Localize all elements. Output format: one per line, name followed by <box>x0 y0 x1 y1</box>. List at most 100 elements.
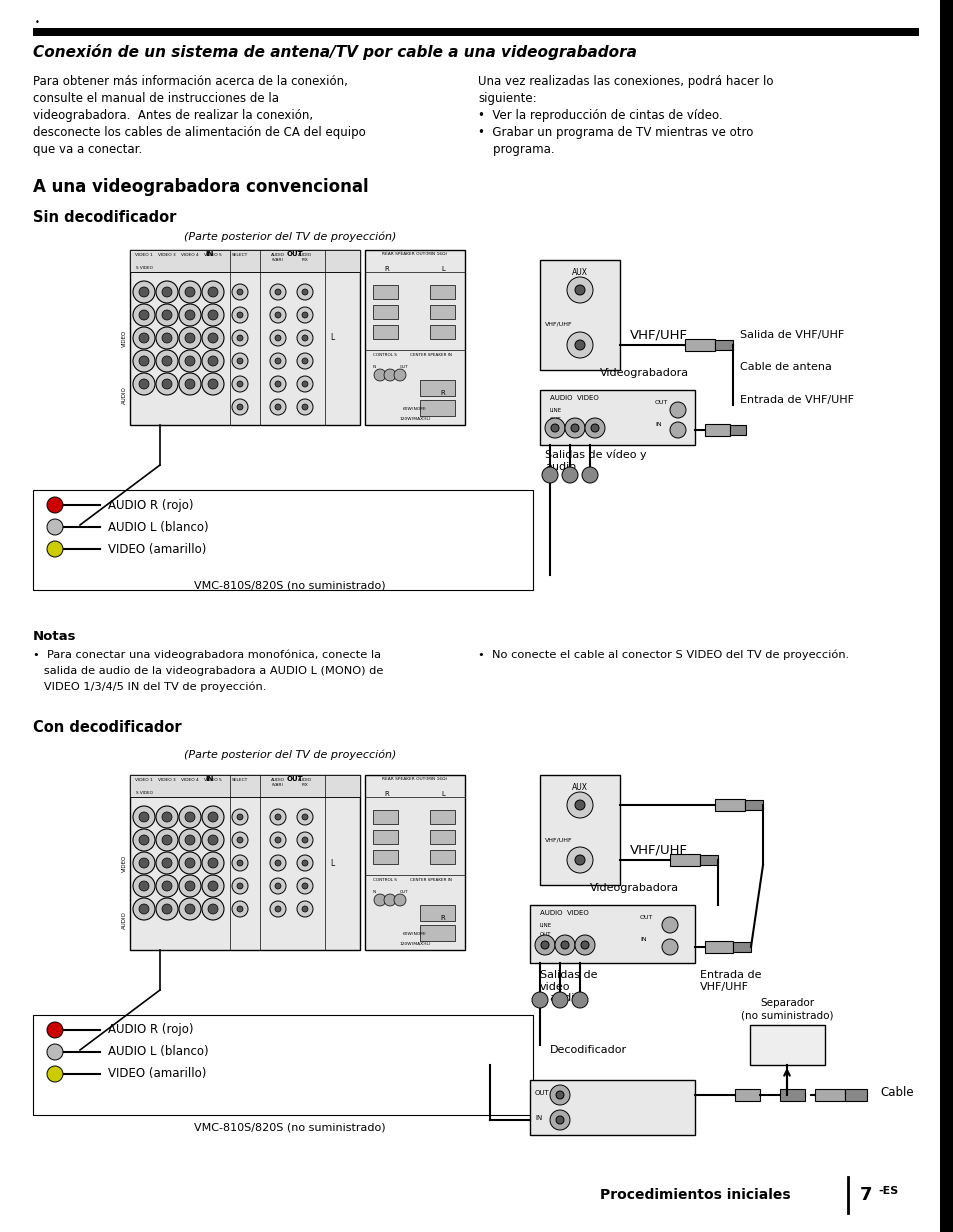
Bar <box>430 306 455 319</box>
Text: R: R <box>440 391 445 395</box>
Circle shape <box>566 331 593 359</box>
Text: AUX: AUX <box>572 269 587 277</box>
Circle shape <box>208 835 218 845</box>
Circle shape <box>208 310 218 320</box>
Circle shape <box>556 1092 563 1099</box>
Bar <box>530 1080 695 1135</box>
Bar <box>373 325 397 339</box>
Circle shape <box>232 354 248 370</box>
Circle shape <box>156 304 178 326</box>
Text: OUT: OUT <box>287 776 303 782</box>
Circle shape <box>162 310 172 320</box>
Circle shape <box>296 330 313 346</box>
Circle shape <box>156 829 178 851</box>
Circle shape <box>575 800 584 809</box>
Bar <box>419 925 455 941</box>
Circle shape <box>236 404 243 410</box>
Circle shape <box>179 898 201 920</box>
Circle shape <box>274 290 281 294</box>
Bar <box>939 0 953 1232</box>
Circle shape <box>535 935 555 955</box>
Circle shape <box>544 418 564 439</box>
Circle shape <box>296 285 313 301</box>
Bar <box>373 830 397 844</box>
Bar <box>373 809 397 824</box>
Circle shape <box>132 350 154 372</box>
Bar <box>130 250 359 272</box>
Circle shape <box>132 806 154 828</box>
Text: L: L <box>330 334 334 342</box>
Text: LINE: LINE <box>550 408 561 413</box>
Circle shape <box>208 812 218 822</box>
Text: LINE: LINE <box>539 923 552 928</box>
Text: Cable de antena: Cable de antena <box>740 362 831 372</box>
Circle shape <box>270 832 286 848</box>
Text: AUDIO
(VAR): AUDIO (VAR) <box>271 777 285 786</box>
Circle shape <box>162 881 172 891</box>
Circle shape <box>162 812 172 822</box>
Circle shape <box>179 875 201 897</box>
Text: Procedimientos iniciales: Procedimientos iniciales <box>599 1188 790 1202</box>
Circle shape <box>202 898 224 920</box>
Circle shape <box>560 941 568 949</box>
Text: Notas: Notas <box>33 630 76 643</box>
Circle shape <box>208 379 218 389</box>
Text: Con decodificador: Con decodificador <box>33 719 181 736</box>
Circle shape <box>274 814 281 821</box>
Text: VMC-810S/820S (no suministrado): VMC-810S/820S (no suministrado) <box>194 580 385 590</box>
Circle shape <box>572 992 587 1008</box>
Circle shape <box>302 837 308 843</box>
Bar <box>844 1089 866 1101</box>
Text: AUDIO: AUDIO <box>122 386 127 404</box>
Circle shape <box>132 853 154 873</box>
Text: Una vez realizadas las conexiones, podrá hacer lo: Una vez realizadas las conexiones, podrá… <box>477 75 773 87</box>
Circle shape <box>162 287 172 297</box>
Text: 7: 7 <box>859 1186 872 1204</box>
Circle shape <box>296 855 313 871</box>
Circle shape <box>551 424 558 432</box>
Circle shape <box>236 381 243 387</box>
Text: 120W(MAX)(L): 120W(MAX)(L) <box>399 942 431 946</box>
Circle shape <box>202 326 224 349</box>
Circle shape <box>162 904 172 914</box>
Text: •  Para conectar una videograbadora monofónica, conecte la: • Para conectar una videograbadora monof… <box>33 650 380 660</box>
Text: VIDEO 5: VIDEO 5 <box>204 777 222 782</box>
Text: R: R <box>440 915 445 922</box>
Text: desconecte los cables de alimentación de CA del equipo: desconecte los cables de alimentación de… <box>33 126 365 139</box>
Text: AUDIO: AUDIO <box>122 910 127 929</box>
Text: OUT: OUT <box>399 365 408 370</box>
Text: OUT: OUT <box>399 890 408 894</box>
Circle shape <box>274 837 281 843</box>
Circle shape <box>208 287 218 297</box>
Bar <box>539 775 619 885</box>
Circle shape <box>564 418 584 439</box>
Circle shape <box>302 335 308 341</box>
Bar <box>33 1015 533 1115</box>
Circle shape <box>566 848 593 873</box>
Text: OUT: OUT <box>535 1090 549 1096</box>
Circle shape <box>139 379 149 389</box>
Text: Separador
(no suministrado): Separador (no suministrado) <box>740 998 832 1020</box>
Text: SELECT: SELECT <box>232 253 248 257</box>
Bar <box>419 906 455 922</box>
Circle shape <box>132 373 154 395</box>
Circle shape <box>47 541 63 557</box>
Circle shape <box>296 354 313 370</box>
Circle shape <box>132 304 154 326</box>
Circle shape <box>274 335 281 341</box>
Circle shape <box>208 857 218 869</box>
Bar <box>669 854 700 866</box>
Circle shape <box>139 333 149 342</box>
Bar <box>530 906 695 963</box>
Circle shape <box>185 881 194 891</box>
Text: AUDIO R (rojo): AUDIO R (rojo) <box>108 499 193 511</box>
Bar <box>430 850 455 864</box>
Text: Decodificador: Decodificador <box>550 1045 626 1055</box>
Circle shape <box>236 814 243 821</box>
Circle shape <box>302 883 308 890</box>
Circle shape <box>302 312 308 318</box>
Text: 60W(NOM): 60W(NOM) <box>403 407 426 411</box>
Circle shape <box>202 350 224 372</box>
Circle shape <box>202 829 224 851</box>
Circle shape <box>139 310 149 320</box>
